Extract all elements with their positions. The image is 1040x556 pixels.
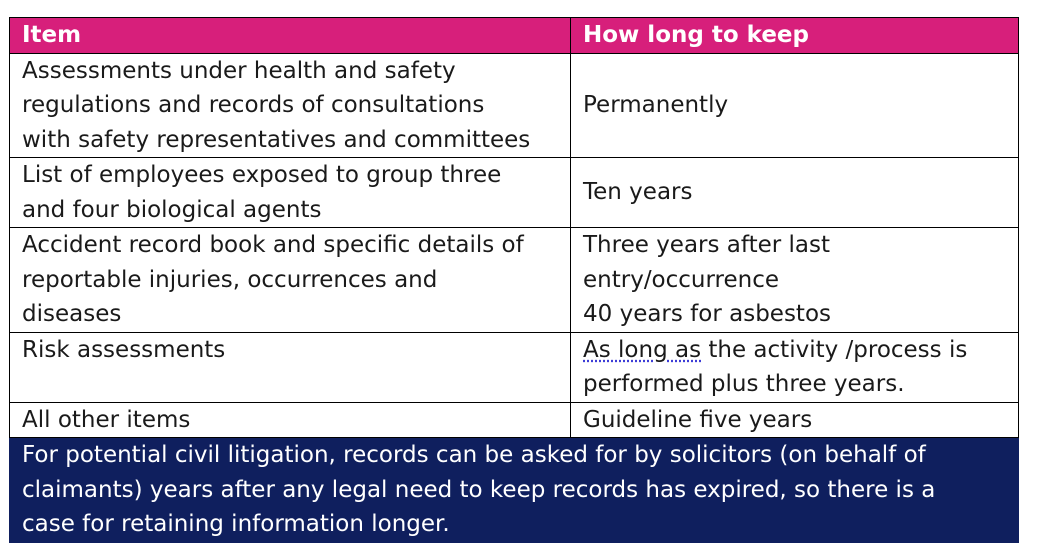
- keep-text: Permanently: [583, 92, 729, 118]
- item-text: List of employees exposed to group three: [22, 162, 502, 188]
- table-header-row: Item How long to keep: [9, 17, 1019, 54]
- keep-cell: Ten years: [570, 157, 1019, 228]
- item-text: with safety representatives and committe…: [22, 126, 531, 153]
- item-text: Accident record book and specific detail…: [22, 232, 524, 258]
- item-text: reportable injuries, occurrences and: [22, 266, 438, 293]
- item-cell: List of employees exposed to group three…: [9, 157, 571, 228]
- note-text: For potential civil litigation, records …: [22, 442, 926, 468]
- spellcheck-underlined-text: As long as: [583, 336, 702, 363]
- note-cell: For potential civil litigation, records …: [9, 437, 1019, 543]
- table-row: List of employees exposed to group three…: [9, 157, 1019, 228]
- item-text: Assessments under health and safety: [22, 57, 456, 84]
- table-row: Risk assessments As long as the activity…: [9, 331, 1019, 403]
- column-header-how-long: How long to keep: [570, 17, 1019, 54]
- keep-text-rest: the activity /process is: [701, 336, 968, 363]
- table-row: All other items Guideline five years: [9, 401, 1019, 438]
- item-cell: Risk assessments: [9, 331, 571, 403]
- keep-text: performed plus three years.: [583, 371, 905, 397]
- keep-cell: Permanently: [570, 52, 1019, 158]
- keep-text: Ten years: [583, 179, 693, 206]
- note-row: For potential civil litigation, records …: [9, 437, 1019, 543]
- keep-text: Guideline five years: [583, 406, 813, 433]
- item-cell: All other items: [9, 401, 571, 438]
- keep-text: 40 years for asbestos: [583, 301, 832, 327]
- note-text: claimants) years after any legal need to…: [22, 476, 936, 503]
- keep-text: Three years after last: [583, 232, 831, 258]
- item-text: diseases: [22, 301, 122, 327]
- column-header-item: Item: [9, 17, 571, 54]
- keep-text: entry/occurrence: [583, 266, 780, 293]
- note-text: case for retaining information longer.: [22, 511, 450, 537]
- records-retention-table: Item How long to keep Assessments under …: [9, 17, 1019, 543]
- keep-cell: Three years after last entry/occurrence …: [570, 227, 1019, 333]
- item-text: All other items: [22, 406, 191, 433]
- keep-cell: As long as the activity /process is perf…: [570, 331, 1019, 403]
- table-row: Accident record book and specific detail…: [9, 227, 1019, 333]
- table-row: Assessments under health and safety regu…: [9, 52, 1019, 158]
- keep-text: As long as the activity /process is: [583, 333, 1006, 368]
- item-cell: Assessments under health and safety regu…: [9, 52, 571, 158]
- item-cell: Accident record book and specific detail…: [9, 227, 571, 333]
- item-text: Risk assessments: [22, 336, 226, 363]
- keep-cell: Guideline five years: [570, 401, 1019, 438]
- item-text: and four biological agents: [22, 196, 322, 223]
- item-text: regulations and records of consultations: [22, 92, 485, 118]
